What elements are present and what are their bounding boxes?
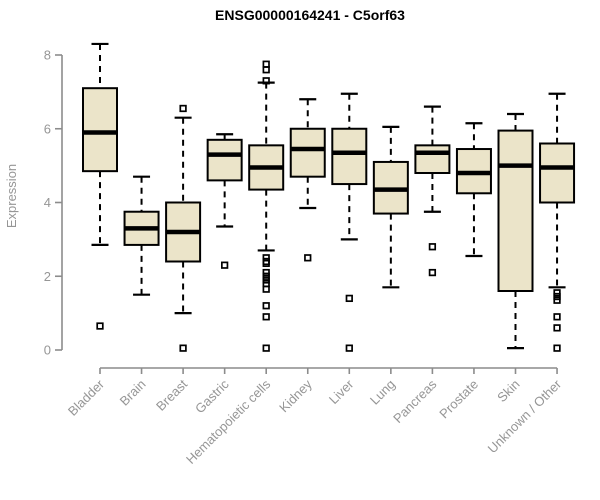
outlier-marker xyxy=(428,268,437,277)
y-tick-label: 8 xyxy=(44,48,51,63)
box-brain xyxy=(123,175,160,296)
outlier-marker xyxy=(553,292,561,301)
outlier-marker xyxy=(262,259,270,267)
outlier-marker xyxy=(428,243,437,251)
x-category-label: Lung xyxy=(367,377,398,408)
box-breast xyxy=(165,104,202,352)
box-skin xyxy=(497,112,534,350)
outlier-marker xyxy=(179,344,187,352)
box-unknown-other xyxy=(539,92,576,352)
box-prostate xyxy=(455,122,492,258)
box-hematopoietic-cells xyxy=(248,60,285,352)
outlier-marker xyxy=(262,77,270,85)
outlier-marker xyxy=(345,294,353,303)
iqr-box xyxy=(497,129,534,292)
x-category-label: Brain xyxy=(117,377,149,409)
outlier-marker xyxy=(221,261,229,269)
y-axis: 0 2 4 6 8 xyxy=(44,48,63,358)
box-kidney xyxy=(289,98,326,262)
chart-title: ENSG00000164241 - C5orf63 xyxy=(215,7,405,23)
x-category-label: Pancreas xyxy=(390,376,440,426)
box-pancreas xyxy=(414,105,451,277)
outlier-marker xyxy=(553,324,561,332)
box-lung xyxy=(372,125,409,289)
outlier-marker xyxy=(345,344,353,352)
outlier-marker xyxy=(262,268,270,277)
x-category-label: Prostate xyxy=(436,377,481,422)
x-category-label: Liver xyxy=(326,376,357,407)
outlier-marker xyxy=(262,313,270,321)
outlier-marker xyxy=(553,296,561,304)
iqr-box xyxy=(539,142,576,204)
x-category-label: Unknown / Other xyxy=(485,376,565,456)
outlier-marker xyxy=(262,302,270,310)
outlier-marker xyxy=(262,276,270,284)
iqr-box xyxy=(331,127,368,186)
outlier-marker xyxy=(304,254,312,262)
outlier-marker xyxy=(553,344,561,352)
outlier-marker xyxy=(553,313,561,321)
outlier-marker xyxy=(262,66,270,74)
iqr-box xyxy=(206,138,243,182)
y-tick-label: 2 xyxy=(44,269,51,284)
box-bladder xyxy=(82,42,118,330)
outlier-marker xyxy=(179,104,187,113)
x-category-label: Skin xyxy=(494,377,522,405)
x-category-label: Gastric xyxy=(192,376,232,416)
outlier-marker xyxy=(262,285,270,293)
outlier-marker xyxy=(553,289,561,297)
y-tick-label: 0 xyxy=(44,343,51,358)
x-category-label: Kidney xyxy=(276,376,315,415)
y-axis-label: Expression xyxy=(4,164,19,228)
y-tick-label: 4 xyxy=(44,195,51,210)
outlier-marker xyxy=(96,322,104,330)
iqr-box xyxy=(82,87,118,173)
outlier-marker xyxy=(262,272,270,280)
box-gastric xyxy=(206,133,243,269)
outlier-marker xyxy=(262,344,270,352)
x-category-label: Breast xyxy=(153,376,190,413)
iqr-box xyxy=(289,127,326,178)
x-category-label: Bladder xyxy=(65,376,108,419)
y-tick-label: 6 xyxy=(44,121,51,136)
iqr-box xyxy=(414,144,451,174)
box-liver xyxy=(331,92,368,352)
